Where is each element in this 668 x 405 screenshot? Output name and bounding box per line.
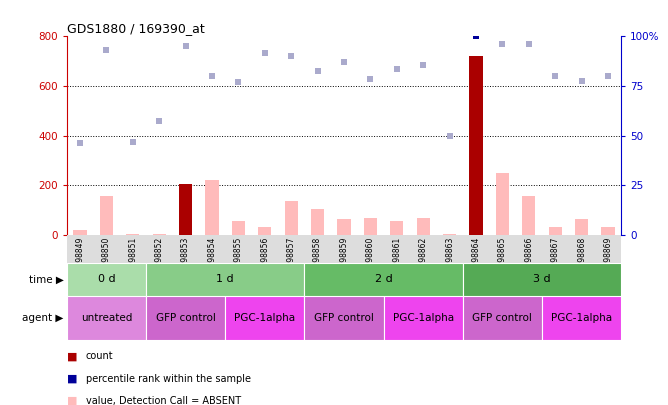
Bar	[548, 228, 562, 235]
Text: time ▶: time ▶	[29, 275, 63, 284]
Bar	[496, 173, 509, 235]
Text: GSM98863: GSM98863	[445, 237, 454, 278]
Text: GSM98858: GSM98858	[313, 237, 322, 277]
Text: GSM98857: GSM98857	[287, 237, 296, 278]
Text: GSM98854: GSM98854	[208, 237, 216, 278]
Text: GFP control: GFP control	[156, 313, 216, 323]
Bar	[383, 296, 463, 340]
Text: 2 d: 2 d	[375, 275, 393, 284]
Text: GSM98855: GSM98855	[234, 237, 243, 278]
Text: ■: ■	[67, 396, 77, 405]
Text: GSM98868: GSM98868	[577, 237, 586, 277]
Bar	[146, 296, 225, 340]
Text: GSM98869: GSM98869	[604, 237, 613, 278]
Text: GSM98859: GSM98859	[339, 237, 349, 278]
Text: 0 d: 0 d	[98, 275, 115, 284]
Text: GSM98852: GSM98852	[155, 237, 164, 277]
Text: GSM98850: GSM98850	[102, 237, 111, 278]
Bar	[179, 184, 192, 235]
Text: GSM98861: GSM98861	[392, 237, 401, 277]
Bar	[364, 217, 377, 235]
Text: GSM98856: GSM98856	[261, 237, 269, 278]
Bar	[232, 221, 245, 235]
Bar	[463, 263, 621, 296]
Bar	[311, 209, 324, 235]
Bar	[522, 196, 536, 235]
Text: GSM98864: GSM98864	[472, 237, 480, 278]
Bar	[542, 296, 621, 340]
Text: value, Detection Call = ABSENT: value, Detection Call = ABSENT	[86, 396, 240, 405]
Bar	[126, 234, 140, 235]
Bar	[225, 296, 305, 340]
Bar	[305, 263, 463, 296]
Bar	[146, 263, 305, 296]
Text: GSM98849: GSM98849	[75, 237, 84, 278]
Bar	[285, 201, 298, 235]
Text: GSM98860: GSM98860	[366, 237, 375, 278]
Bar	[417, 217, 430, 235]
Text: GSM98865: GSM98865	[498, 237, 507, 278]
Bar	[259, 228, 271, 235]
Bar	[337, 219, 351, 235]
Text: PGC-1alpha: PGC-1alpha	[234, 313, 295, 323]
Text: ■: ■	[67, 352, 77, 361]
Text: PGC-1alpha: PGC-1alpha	[393, 313, 454, 323]
Text: GDS1880 / 169390_at: GDS1880 / 169390_at	[67, 22, 204, 35]
Bar	[100, 196, 113, 235]
Text: GSM98867: GSM98867	[550, 237, 560, 278]
Bar	[575, 219, 589, 235]
Bar	[206, 180, 218, 235]
Bar	[470, 56, 483, 235]
Bar	[601, 228, 615, 235]
Text: untreated: untreated	[81, 313, 132, 323]
Bar	[463, 296, 542, 340]
Text: ■: ■	[67, 374, 77, 384]
Text: GFP control: GFP control	[472, 313, 532, 323]
Text: GSM98866: GSM98866	[524, 237, 533, 278]
Text: GSM98851: GSM98851	[128, 237, 138, 277]
Text: 1 d: 1 d	[216, 275, 234, 284]
Bar	[390, 221, 403, 235]
Text: count: count	[86, 352, 113, 361]
Text: GSM98862: GSM98862	[419, 237, 428, 277]
Text: PGC-1alpha: PGC-1alpha	[551, 313, 612, 323]
Text: percentile rank within the sample: percentile rank within the sample	[86, 374, 250, 384]
Bar	[67, 296, 146, 340]
Text: GFP control: GFP control	[314, 313, 374, 323]
Text: GSM98853: GSM98853	[181, 237, 190, 278]
Text: agent ▶: agent ▶	[22, 313, 63, 323]
Bar	[73, 230, 87, 235]
Text: 3 d: 3 d	[533, 275, 551, 284]
Bar	[443, 234, 456, 235]
Bar	[152, 234, 166, 235]
Bar	[305, 296, 383, 340]
Bar	[67, 263, 146, 296]
